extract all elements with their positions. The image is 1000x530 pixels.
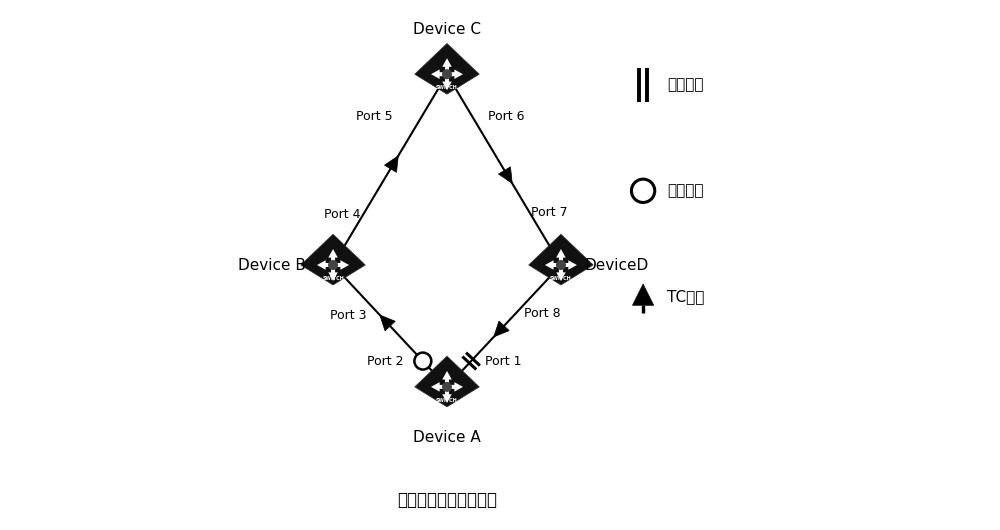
Polygon shape bbox=[442, 58, 452, 74]
Circle shape bbox=[443, 383, 451, 391]
Polygon shape bbox=[498, 167, 512, 183]
Polygon shape bbox=[442, 74, 452, 90]
Text: Port 4: Port 4 bbox=[324, 208, 360, 221]
Polygon shape bbox=[556, 265, 566, 281]
Polygon shape bbox=[556, 249, 566, 265]
Polygon shape bbox=[431, 382, 447, 392]
Polygon shape bbox=[442, 371, 452, 387]
Text: Port 1: Port 1 bbox=[485, 355, 522, 368]
Polygon shape bbox=[317, 260, 333, 270]
Text: Port 8: Port 8 bbox=[524, 307, 560, 320]
Text: Port 5: Port 5 bbox=[356, 110, 393, 123]
Polygon shape bbox=[545, 260, 561, 270]
Polygon shape bbox=[447, 69, 463, 79]
Polygon shape bbox=[380, 315, 395, 331]
Text: Device B: Device B bbox=[238, 258, 306, 272]
Polygon shape bbox=[385, 156, 398, 172]
Text: SWITCH: SWITCH bbox=[322, 276, 344, 281]
Text: DeviceD: DeviceD bbox=[584, 258, 649, 272]
Text: SWITCH: SWITCH bbox=[550, 276, 572, 281]
Polygon shape bbox=[333, 260, 349, 270]
Circle shape bbox=[329, 261, 337, 269]
Text: 放开端口: 放开端口 bbox=[667, 183, 703, 198]
Polygon shape bbox=[494, 321, 509, 337]
Text: 检测到拓扑变化的设备: 检测到拓扑变化的设备 bbox=[397, 491, 497, 509]
Text: SWITCH: SWITCH bbox=[436, 85, 458, 90]
Polygon shape bbox=[529, 234, 593, 285]
Polygon shape bbox=[633, 284, 654, 305]
Text: Port 7: Port 7 bbox=[531, 206, 567, 218]
Polygon shape bbox=[301, 234, 365, 285]
Text: Port 2: Port 2 bbox=[367, 355, 404, 368]
Circle shape bbox=[631, 179, 655, 202]
Polygon shape bbox=[328, 265, 338, 281]
Polygon shape bbox=[415, 43, 479, 94]
Text: Port 6: Port 6 bbox=[488, 110, 525, 123]
Polygon shape bbox=[431, 69, 447, 79]
Text: Port 3: Port 3 bbox=[330, 309, 366, 322]
Circle shape bbox=[557, 261, 565, 269]
Text: SWITCH: SWITCH bbox=[436, 398, 458, 403]
Polygon shape bbox=[415, 356, 479, 407]
Text: Device A: Device A bbox=[413, 430, 481, 445]
Polygon shape bbox=[561, 260, 577, 270]
Polygon shape bbox=[447, 382, 463, 392]
Text: 阻塞端口: 阻塞端口 bbox=[667, 77, 703, 92]
Text: TC消息: TC消息 bbox=[667, 289, 704, 304]
Circle shape bbox=[414, 352, 431, 369]
Circle shape bbox=[443, 70, 451, 78]
Polygon shape bbox=[328, 249, 338, 265]
Text: Device C: Device C bbox=[413, 22, 481, 37]
Polygon shape bbox=[442, 387, 452, 403]
